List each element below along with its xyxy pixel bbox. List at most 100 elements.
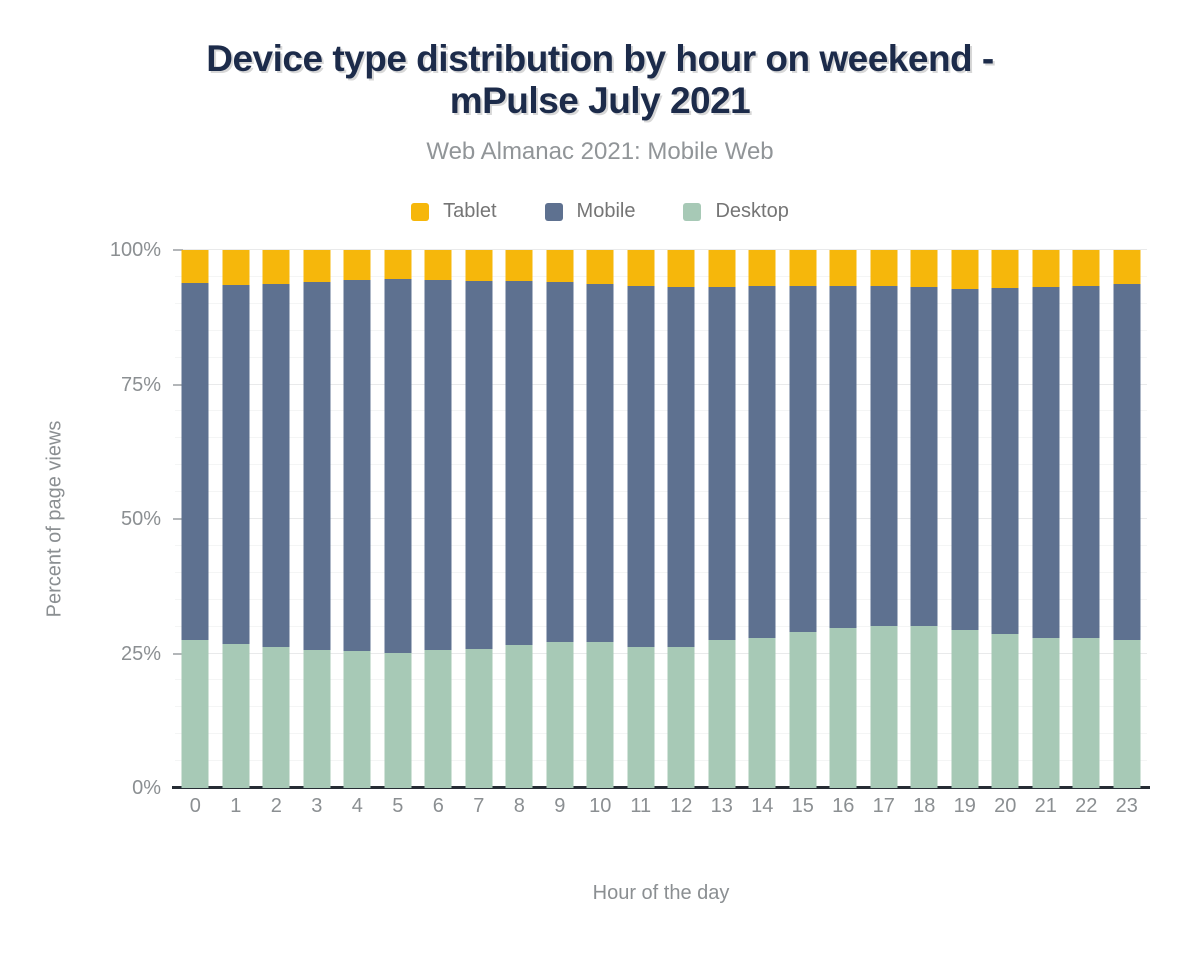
bar-segment-desktop[interactable]: [262, 646, 290, 788]
bar-segment-tablet[interactable]: [708, 250, 736, 287]
bar-segment-desktop[interactable]: [951, 629, 979, 788]
bar-segment-desktop[interactable]: [424, 650, 452, 788]
bar-segment-mobile[interactable]: [262, 283, 290, 647]
chart-subtitle: Web Almanac 2021: Mobile Web: [426, 138, 774, 165]
stacked-bar: [951, 250, 979, 788]
stacked-bar: [343, 250, 371, 788]
gridline-90: [175, 302, 1147, 304]
bar-segment-mobile[interactable]: [222, 284, 250, 644]
bar-segment-mobile[interactable]: [303, 281, 331, 650]
bar-segment-mobile[interactable]: [667, 286, 695, 648]
bar-segment-mobile[interactable]: [384, 278, 412, 653]
bar-segment-desktop[interactable]: [870, 626, 898, 788]
bar-segment-desktop[interactable]: [708, 639, 736, 788]
bar-segment-desktop[interactable]: [910, 626, 938, 788]
bar-segment-desktop[interactable]: [1072, 637, 1100, 788]
y-axis-tick-label: 25%: [120, 642, 161, 665]
legend-label: Tablet: [443, 200, 497, 222]
legend: Tablet Mobile Desktop: [0, 200, 1200, 223]
x-axis-tick-label: 17: [872, 795, 895, 817]
bar-segment-tablet[interactable]: [181, 250, 209, 284]
legend-item-mobile[interactable]: Mobile: [544, 200, 635, 223]
bar-segment-desktop[interactable]: [627, 646, 655, 788]
stacked-bar: [262, 250, 290, 788]
bar-segment-mobile[interactable]: [465, 281, 493, 649]
bar-group-hour-22: [1066, 250, 1107, 788]
bar-segment-desktop[interactable]: [465, 648, 493, 788]
bar-segment-tablet[interactable]: [586, 250, 614, 284]
bar-segment-tablet[interactable]: [424, 250, 452, 281]
bar-segment-mobile[interactable]: [870, 286, 898, 627]
bar-segment-tablet[interactable]: [991, 250, 1019, 288]
bar-segment-tablet[interactable]: [384, 250, 412, 279]
bar-segment-tablet[interactable]: [222, 250, 250, 285]
bar-segment-mobile[interactable]: [951, 288, 979, 630]
bar-segment-tablet[interactable]: [870, 250, 898, 287]
legend-item-tablet[interactable]: Tablet: [411, 200, 497, 223]
x-axis-tick-labels: 0 1 2 3 4 5 6 7 8 9 10 11 12 13 14 15 16 17 18 19 20 21 22 23: [175, 795, 1147, 818]
bar-segment-desktop[interactable]: [343, 651, 371, 788]
bar-segment-desktop[interactable]: [1032, 638, 1060, 788]
bar-segment-desktop[interactable]: [789, 631, 817, 788]
bar-segment-desktop[interactable]: [586, 642, 614, 788]
bar-group-hour-17: [864, 250, 905, 788]
x-axis-tick-label: 16: [832, 795, 855, 817]
bar-segment-desktop[interactable]: [1113, 639, 1141, 788]
bar-segment-mobile[interactable]: [829, 286, 857, 629]
bar-segment-desktop[interactable]: [505, 645, 533, 788]
bar-segment-tablet[interactable]: [627, 250, 655, 286]
bar-segment-mobile[interactable]: [424, 280, 452, 651]
bar-segment-desktop[interactable]: [222, 643, 250, 788]
bar-segment-mobile[interactable]: [708, 286, 736, 640]
bar-segment-tablet[interactable]: [262, 250, 290, 284]
bar-segment-mobile[interactable]: [991, 287, 1019, 634]
bar-group-hour-7: [459, 250, 500, 788]
bar-series: [175, 250, 1147, 788]
bar-segment-mobile[interactable]: [1032, 286, 1060, 639]
bar-segment-tablet[interactable]: [829, 250, 857, 287]
bar-segment-tablet[interactable]: [910, 250, 938, 287]
bar-segment-tablet[interactable]: [1032, 250, 1060, 287]
x-axis-tick-label: 2: [270, 795, 282, 817]
bar-segment-tablet[interactable]: [667, 250, 695, 287]
gridline-70: [175, 410, 1147, 412]
bar-segment-desktop[interactable]: [181, 640, 209, 788]
bar-segment-tablet[interactable]: [303, 250, 331, 282]
bar-segment-mobile[interactable]: [181, 283, 209, 641]
bar-segment-mobile[interactable]: [627, 285, 655, 647]
bar-segment-tablet[interactable]: [748, 250, 776, 286]
stacked-bar: [181, 250, 209, 788]
bar-segment-mobile[interactable]: [546, 281, 574, 643]
bar-segment-mobile[interactable]: [505, 281, 533, 646]
bar-segment-desktop[interactable]: [384, 652, 412, 788]
bar-segment-tablet[interactable]: [465, 250, 493, 282]
bar-segment-mobile[interactable]: [586, 283, 614, 643]
bar-segment-mobile[interactable]: [1113, 284, 1141, 640]
bar-segment-tablet[interactable]: [546, 250, 574, 282]
chart-title-line1: Device type distribution by hour on week…: [206, 38, 994, 79]
bar-segment-desktop[interactable]: [991, 633, 1019, 788]
bar-segment-tablet[interactable]: [343, 250, 371, 281]
bar-segment-tablet[interactable]: [951, 250, 979, 289]
legend-item-desktop[interactable]: Desktop: [683, 200, 789, 223]
bar-segment-desktop[interactable]: [303, 649, 331, 788]
bar-segment-desktop[interactable]: [667, 647, 695, 788]
bar-segment-desktop[interactable]: [546, 642, 574, 788]
stacked-bar: [991, 250, 1019, 788]
bar-segment-tablet[interactable]: [1113, 250, 1141, 285]
bar-segment-tablet[interactable]: [789, 250, 817, 287]
gridline-20: [175, 679, 1147, 681]
bar-segment-mobile[interactable]: [910, 286, 938, 627]
bar-group-hour-2: [256, 250, 297, 788]
x-axis-tick-label: 23: [1115, 795, 1138, 817]
bar-segment-mobile[interactable]: [343, 280, 371, 652]
bar-segment-mobile[interactable]: [1072, 285, 1100, 638]
bar-segment-mobile[interactable]: [748, 285, 776, 638]
bar-segment-desktop[interactable]: [748, 637, 776, 788]
bar-segment-desktop[interactable]: [829, 628, 857, 788]
bar-segment-tablet[interactable]: [1072, 250, 1100, 286]
bar-group-hour-14: [742, 250, 783, 788]
bar-segment-tablet[interactable]: [505, 250, 533, 282]
stacked-bar: [667, 250, 695, 788]
bar-segment-mobile[interactable]: [789, 286, 817, 632]
